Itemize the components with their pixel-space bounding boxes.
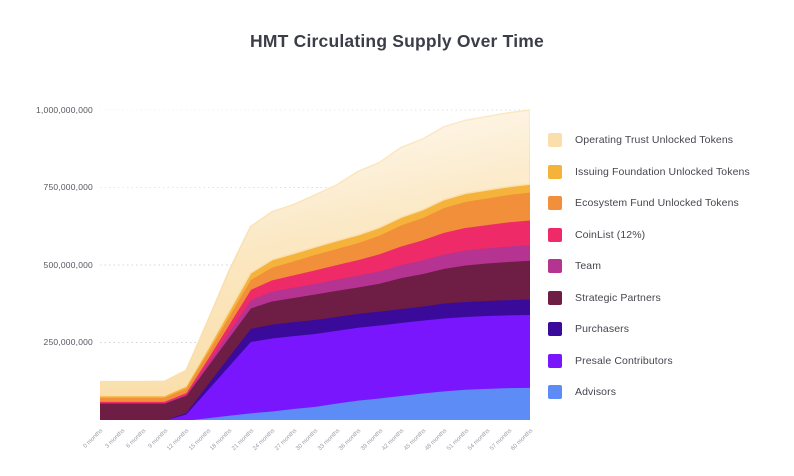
- legend-item: Advisors: [548, 385, 616, 399]
- legend-label: Operating Trust Unlocked Tokens: [575, 134, 734, 146]
- legend-item: Purchasers: [548, 322, 629, 336]
- legend-swatch: [548, 259, 562, 273]
- legend-item: CoinList (12%): [548, 227, 646, 242]
- legend-label: Issuing Foundation Unlocked Tokens: [575, 165, 750, 178]
- legend-swatch: [548, 322, 562, 336]
- legend-item: Ecosystem Fund Unlocked Tokens: [548, 196, 739, 210]
- legend-label: Presale Contributors: [575, 354, 673, 367]
- legend-label: Strategic Partners: [575, 291, 661, 304]
- y-axis-tick-label: 250,000,000: [43, 337, 93, 347]
- legend-swatch: [548, 385, 562, 399]
- legend-label: Ecosystem Fund Unlocked Tokens: [575, 197, 739, 209]
- legend-item: Presale Contributors: [548, 353, 673, 368]
- legend-swatch: [548, 164, 562, 179]
- legend-label: Advisors: [575, 386, 617, 398]
- legend-item: Team: [548, 259, 601, 273]
- y-axis-tick-label: 750,000,000: [43, 182, 93, 192]
- page-title: HMT Circulating Supply Over Time: [250, 31, 544, 51]
- legend-swatch: [548, 353, 562, 368]
- legend-label: Team: [575, 260, 602, 272]
- y-axis-tick-label: 500,000,000: [43, 259, 93, 270]
- legend-swatch: [548, 196, 562, 210]
- legend-label: Purchasers: [575, 323, 630, 335]
- legend-swatch: [548, 227, 562, 242]
- legend-swatch: [548, 133, 562, 147]
- legend-item: Issuing Foundation Unlocked Tokens: [548, 164, 750, 179]
- stacked-area-chart: [100, 109, 530, 420]
- plot-area: [100, 100, 530, 420]
- y-axis-tick-label: 1,000,000,000: [36, 104, 93, 115]
- legend-item: Operating Trust Unlocked Tokens: [548, 133, 733, 147]
- legend-label: CoinList (12%): [575, 228, 646, 241]
- legend-item: Strategic Partners: [548, 290, 661, 305]
- legend-swatch: [548, 290, 562, 305]
